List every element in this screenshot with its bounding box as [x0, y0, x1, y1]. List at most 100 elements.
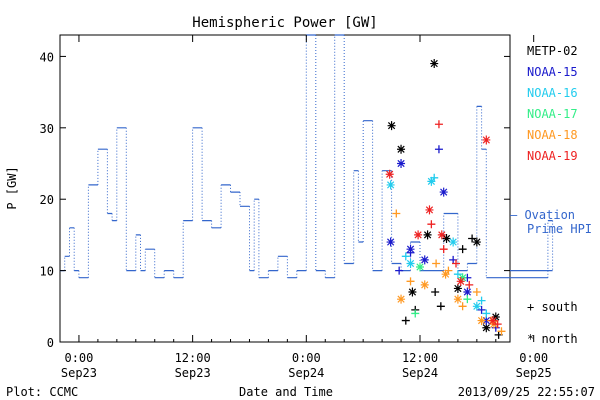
plot-border [59, 34, 511, 343]
noaa-15-north-point [397, 159, 406, 169]
noaa-19-north-point [385, 169, 394, 179]
noaa-18-south-point [458, 302, 467, 311]
metp-02-north-point [423, 230, 432, 240]
x-tick-date-label: Sep24 [288, 366, 324, 380]
noaa-15-south-point [434, 145, 443, 154]
legend: METP-02 NOAA-15 NOAA-16 NOAA-17 NOAA-18 NOAA-… [510, 44, 592, 346]
legend-metp-02: METP-02 [527, 44, 578, 58]
noaa-18-north-point [477, 316, 486, 326]
metp-02-north-point [442, 233, 451, 243]
noaa-15-north-point [420, 255, 429, 265]
x-tick-time-label: 0:00 [519, 351, 548, 365]
metp-02-north-point [482, 323, 491, 333]
noaa-19-south-point [452, 259, 460, 268]
x-tick-date-label: Sep23 [61, 366, 97, 380]
y-tick-label: 10 [40, 265, 54, 279]
x-tick-date-label: Sep25 [516, 366, 552, 380]
noaa-16-north-point [472, 301, 481, 311]
y-axis-label: P [GW] [5, 166, 19, 209]
metp-02-south-point [401, 316, 410, 325]
y-tick-label: 40 [40, 50, 54, 64]
noaa-16-north-point [449, 237, 458, 247]
noaa-15-north-point [386, 237, 395, 247]
noaa-15-south-point [477, 305, 486, 314]
noaa-16-south-point [477, 296, 486, 305]
noaa-19-south-point [493, 320, 502, 329]
footer-plot-credit: Plot: CCMC [6, 385, 78, 399]
metp-02-south-point [458, 245, 467, 254]
x-tick-time-label: 12:00 [402, 351, 438, 365]
chart-title: Hemispheric Power [GW] [192, 15, 377, 31]
noaa-18-north-point [453, 294, 462, 304]
noaa-19-north-point [482, 135, 491, 145]
metp-02-south-point [436, 302, 445, 311]
x-tick-time-label: 12:00 [175, 351, 211, 365]
noaa-15-north-point [482, 316, 491, 326]
noaa-19-south-point [465, 280, 474, 289]
ovation-hpi-line-vertical [64, 35, 554, 278]
noaa-15-north-point [406, 244, 415, 254]
noaa-16-south-point [401, 252, 410, 261]
y-tick-label: 30 [40, 122, 54, 136]
noaa-18-south-point [497, 327, 506, 336]
noaa-15-north-point [439, 187, 448, 197]
noaa-17-north-point [458, 273, 467, 283]
noaa-18-north-point [397, 294, 406, 304]
metp-02-north-point [491, 312, 500, 322]
y-tick-label: 20 [40, 193, 54, 207]
x-tick-time-label: 0:00 [292, 351, 321, 365]
metp-02-south-point [431, 288, 440, 297]
noaa-19-north-point [488, 316, 497, 326]
x-tick-date-label: Sep23 [175, 366, 211, 380]
satellite-markers [385, 59, 506, 339]
noaa-19-south-point [427, 220, 436, 229]
noaa-18-south-point [392, 209, 401, 218]
noaa-17-south-point [463, 295, 472, 304]
metp-02-north-point [397, 144, 406, 154]
noaa-18-south-point [406, 277, 415, 286]
noaa-16-north-point [427, 176, 436, 186]
metp-02-north-point [430, 59, 439, 69]
noaa-15-north-point [463, 287, 472, 297]
noaa-19-north-point [414, 230, 423, 240]
noaa-19-south-point [434, 120, 443, 129]
noaa-15-south-point [491, 323, 500, 332]
noaa-16-north-point [406, 258, 415, 268]
footer-timestamp: 2013/09/25 22:55:07 [458, 385, 595, 399]
legend-noaa-19: NOAA-19 [527, 149, 578, 163]
metp-02-north-point [472, 237, 481, 247]
x-tick-date-label: Sep24 [402, 366, 438, 380]
legend-ovation-line1: – Ovation [510, 208, 575, 222]
legend-north-key: * north [527, 332, 578, 346]
noaa-19-north-point [425, 205, 434, 215]
noaa-19-north-point [437, 230, 446, 240]
noaa-19-south-point [439, 245, 448, 254]
noaa-18-north-point [420, 280, 429, 290]
legend-noaa-15: NOAA-15 [527, 65, 578, 79]
legend-south-key: + south [527, 300, 578, 314]
legend-ovation-line2: Prime HPI [527, 222, 592, 236]
metp-02-south-point [468, 234, 477, 243]
metp-02-north-point [387, 121, 396, 131]
noaa-18-south-point [472, 288, 481, 297]
y-tick-label: 0 [47, 336, 54, 350]
x-tick-time-label: 0:00 [64, 351, 93, 365]
noaa-18-south-point [432, 259, 441, 268]
noaa-18-north-point [441, 269, 450, 279]
plot-frame [59, 34, 511, 343]
ovation-hpi-series [60, 34, 554, 279]
metp-02-north-point [408, 287, 417, 297]
noaa-16-north-point [386, 180, 395, 190]
noaa-16-south-point [453, 270, 462, 279]
metp-02-north-point [453, 283, 462, 293]
noaa-17-north-point [416, 262, 424, 272]
noaa-17-south-point [411, 309, 420, 318]
legend-noaa-17: NOAA-17 [527, 107, 578, 121]
axis-ticks: 0102030400:00Sep2312:00Sep230:00Sep2412:… [40, 35, 552, 380]
legend-noaa-18: NOAA-18 [527, 128, 578, 142]
noaa-15-south-point [395, 266, 404, 275]
noaa-19-north-point [456, 276, 465, 286]
legend-noaa-16: NOAA-16 [527, 86, 578, 100]
x-axis-label: Date and Time [239, 385, 333, 399]
